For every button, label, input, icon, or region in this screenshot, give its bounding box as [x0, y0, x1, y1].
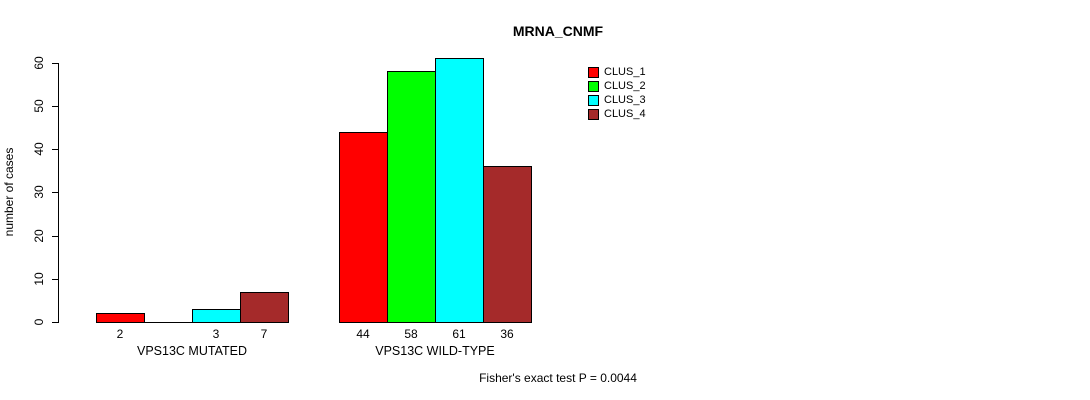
legend-swatch [588, 67, 599, 78]
y-axis-line [58, 63, 59, 323]
y-tick-mark [52, 322, 59, 323]
y-tick-label: 10 [32, 272, 46, 286]
legend-swatch [588, 81, 599, 92]
bar-clus_4 [240, 292, 289, 323]
legend: CLUS_1 CLUS_2 CLUS_3 CLUS_4 [588, 67, 646, 120]
y-tick-mark [52, 106, 59, 107]
y-tick-label: 0 [32, 318, 46, 326]
bar-clus_4 [483, 166, 532, 323]
category-label: VPS13C MUTATED [137, 344, 247, 358]
legend-label: CLUS_4 [604, 108, 646, 120]
chart-title: MRNA_CNMF [512, 23, 604, 39]
legend-swatch [588, 109, 599, 120]
legend-label: CLUS_1 [604, 66, 646, 78]
bar-value-label: 3 [212, 327, 220, 341]
bar-value-label: 44 [356, 327, 370, 341]
y-tick-mark [52, 236, 59, 237]
bar-value-label: 61 [452, 327, 466, 341]
y-tick-label: 40 [32, 142, 46, 156]
bar-clus_1 [339, 132, 388, 323]
y-tick-label: 60 [32, 56, 46, 70]
legend-item: CLUS_1 [588, 67, 646, 78]
y-axis-label: number of cases [2, 147, 16, 237]
footnote: Fisher's exact test P = 0.0044 [479, 371, 637, 385]
bar-value-label: 2 [116, 327, 124, 341]
y-tick-label: 20 [32, 229, 46, 243]
bar-value-label: 36 [500, 327, 514, 341]
legend-swatch [588, 95, 599, 106]
legend-item: CLUS_3 [588, 95, 646, 106]
bar-clus_1 [96, 313, 145, 323]
legend-label: CLUS_3 [604, 94, 646, 106]
bar-value-label: 58 [404, 327, 418, 341]
y-tick-label: 50 [32, 99, 46, 113]
legend-label: CLUS_2 [604, 80, 646, 92]
y-tick-mark [52, 149, 59, 150]
legend-item: CLUS_2 [588, 81, 646, 92]
bar-clus_3 [192, 309, 241, 323]
y-tick-label: 30 [32, 185, 46, 199]
legend-item: CLUS_4 [588, 109, 646, 120]
bar-value-label: 7 [260, 327, 268, 341]
bar-clus_2 [387, 71, 436, 323]
bar-clus_3 [435, 58, 484, 323]
y-tick-mark [52, 279, 59, 280]
category-label: VPS13C WILD-TYPE [375, 344, 495, 358]
y-tick-mark [52, 63, 59, 64]
y-tick-mark [52, 192, 59, 193]
